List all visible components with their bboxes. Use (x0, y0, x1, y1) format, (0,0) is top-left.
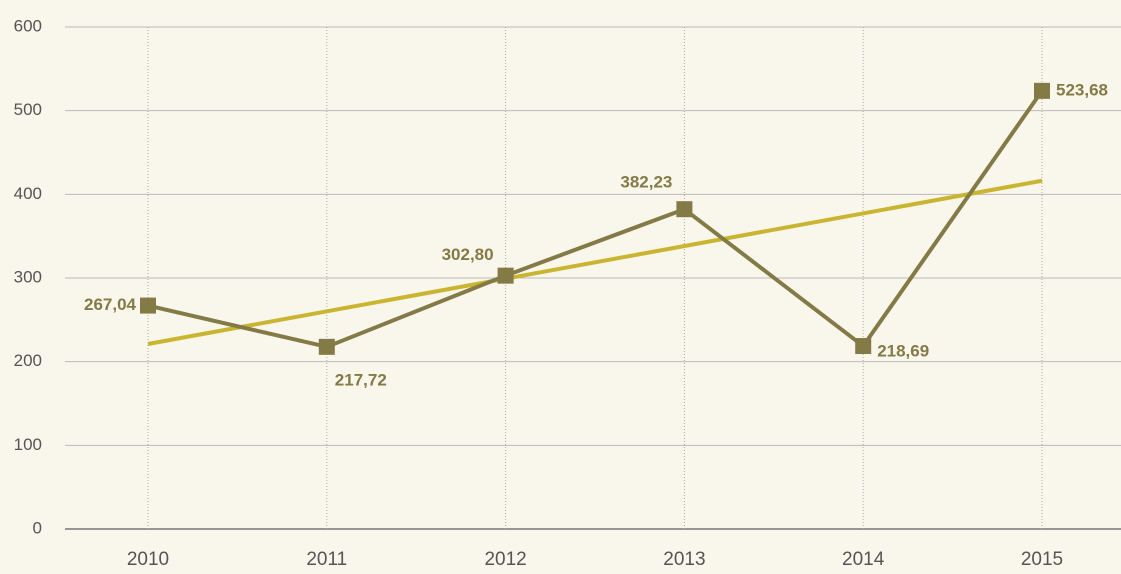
marker (1034, 82, 1050, 99)
x-tick-label: 2011 (306, 549, 347, 570)
y-tick-label: 300 (14, 267, 42, 286)
line (147, 89, 1044, 349)
marker (318, 338, 335, 355)
y-tick-label: 0 (33, 518, 42, 537)
x-tick-label: 2015 (1021, 549, 1063, 570)
value-label: 267,04 (84, 295, 137, 314)
marker (140, 297, 156, 314)
y-tick-label: 200 (14, 351, 42, 370)
y-tick-label: 400 (14, 184, 42, 203)
y-tick-label: 500 (14, 100, 42, 119)
marker (497, 267, 514, 284)
x-tick-label: 2013 (663, 549, 705, 570)
value-label: 217,72 (335, 370, 387, 389)
trend-line (147, 178, 1043, 346)
x-tick-label: 2014 (842, 549, 885, 570)
value-label: 382,23 (620, 173, 672, 192)
marker (676, 201, 693, 218)
x-tick-label: 2010 (127, 549, 169, 570)
marker (855, 338, 872, 355)
y-tick-label: 100 (14, 435, 42, 454)
value-label: 523,68 (1056, 80, 1108, 99)
value-label: 218,69 (877, 342, 929, 361)
value-label: 302,80 (442, 245, 494, 264)
y-tick-label: 600 (14, 16, 42, 35)
x-tick-label: 2012 (484, 549, 526, 570)
